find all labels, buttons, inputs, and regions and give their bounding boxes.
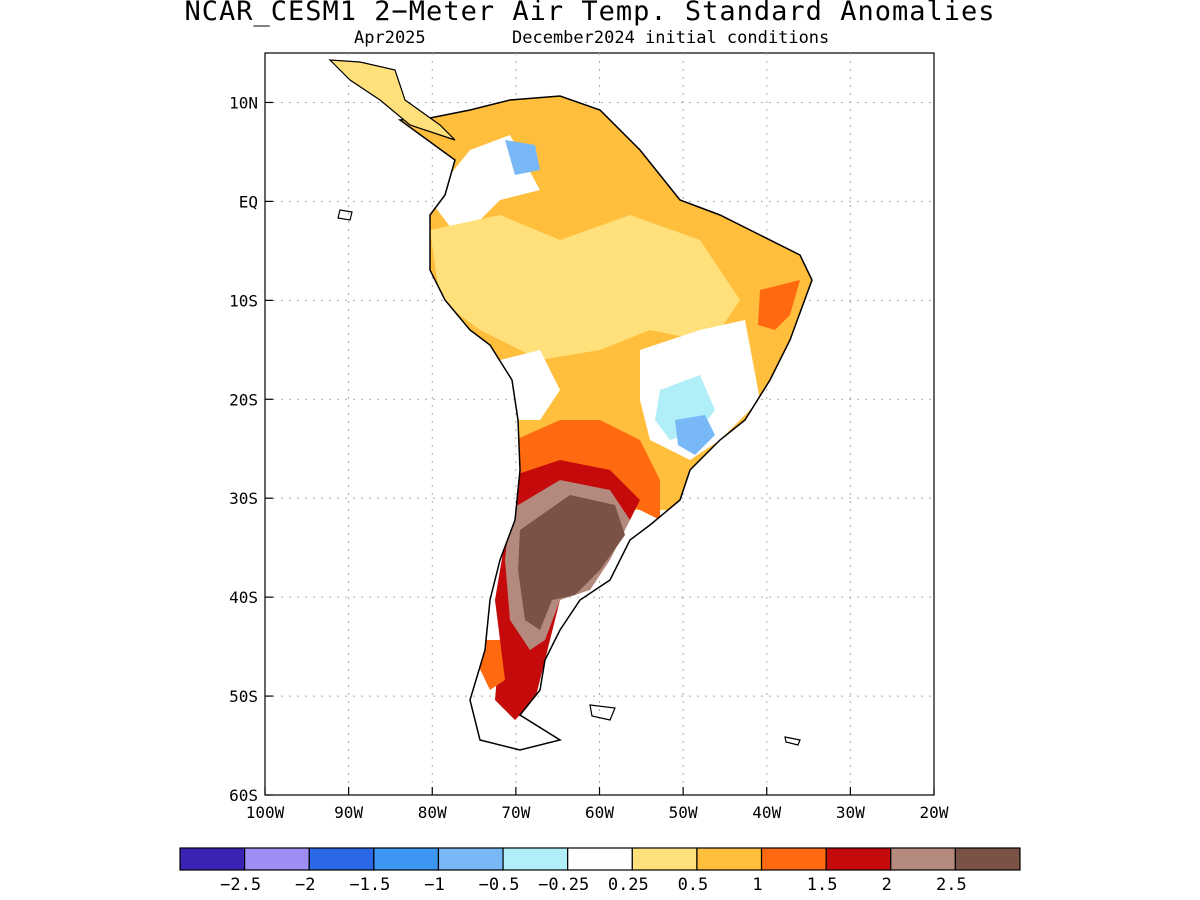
colorbar-swatch xyxy=(244,847,310,871)
colorbar-label: −1 xyxy=(424,875,444,895)
colorbar-label: −0.25 xyxy=(538,875,589,895)
colorbar-label: −0.5 xyxy=(479,875,520,895)
colorbar-label: 0.25 xyxy=(608,875,649,895)
lat-tick-label: EQ xyxy=(239,192,258,211)
negative-brazil xyxy=(675,415,715,455)
colorbar-label: −2 xyxy=(295,875,315,895)
negative-colombia xyxy=(505,140,540,175)
lon-tick-label: 60W xyxy=(585,803,614,822)
colorbar-swatch xyxy=(825,847,892,871)
galapagos-islands xyxy=(337,209,353,221)
chart-title: NCAR_CESM1 2−Meter Air Temp. Standard An… xyxy=(184,0,996,27)
lat-tick-label: 50S xyxy=(229,687,258,706)
colorbar-swatch xyxy=(890,847,956,871)
initial-conditions: December2024 initial conditions xyxy=(512,28,830,48)
positive-anomaly-fill-above-2_5 xyxy=(518,495,625,630)
lon-tick-label: 40W xyxy=(752,803,781,822)
colorbar-swatch xyxy=(179,847,246,871)
colorbar-swatch xyxy=(308,847,375,871)
weak-positive-amazon xyxy=(430,215,740,360)
lat-tick-label: 60S xyxy=(229,786,258,805)
colorbar-swatch xyxy=(502,847,569,871)
colorbar-label: 1.5 xyxy=(807,875,838,895)
continent-outline xyxy=(397,95,813,751)
lon-tick-label: 50W xyxy=(669,803,698,822)
colorbar: −2.5 −2 −1.5 −1 −0.5 −0.25 0.25 0.5 1 1.5 2 2.5 xyxy=(179,847,1021,895)
lon-tick-label: 100W xyxy=(246,803,285,822)
lon-tick-label: 70W xyxy=(501,803,530,822)
lat-tick-label: 10N xyxy=(229,93,258,112)
lat-tick-label: 10S xyxy=(229,291,258,310)
colorbar-swatch xyxy=(567,847,633,871)
colorbar-swatch xyxy=(954,847,1021,871)
latitude-axis: 10N EQ 10S 20S 30S 40S 50S 60S xyxy=(229,93,273,805)
positive-anomaly-fill-1_5-ne-brazil xyxy=(758,280,800,330)
lat-tick-label: 20S xyxy=(229,390,258,409)
colorbar-label: 1 xyxy=(752,875,762,895)
colorbar-swatch xyxy=(631,847,698,871)
lon-tick-label: 90W xyxy=(334,803,363,822)
lat-tick-label: 30S xyxy=(229,489,258,508)
colorbar-label: −2.5 xyxy=(220,875,261,895)
colorbar-label: 0.5 xyxy=(678,875,709,895)
lat-tick-label: 40S xyxy=(229,588,258,607)
lon-tick-label: 20W xyxy=(920,803,949,822)
lon-tick-label: 30W xyxy=(836,803,865,822)
colorbar-label: 2.5 xyxy=(936,875,967,895)
central-america-outline xyxy=(328,59,456,141)
colorbar-swatch xyxy=(760,847,827,871)
colorbar-swatch xyxy=(696,847,763,871)
colorbar-swatch xyxy=(437,847,504,871)
longitude-axis: 100W 90W 80W 70W 60W 50W 40W 30W 20W xyxy=(246,787,949,822)
lon-tick-label: 80W xyxy=(418,803,447,822)
colorbar-swatch xyxy=(373,847,440,871)
south-georgia xyxy=(784,736,801,746)
colorbar-label: 2 xyxy=(882,875,892,895)
colorbar-label: −1.5 xyxy=(349,875,390,895)
falkland-islands xyxy=(589,704,616,721)
forecast-month: Apr2025 xyxy=(354,28,426,48)
